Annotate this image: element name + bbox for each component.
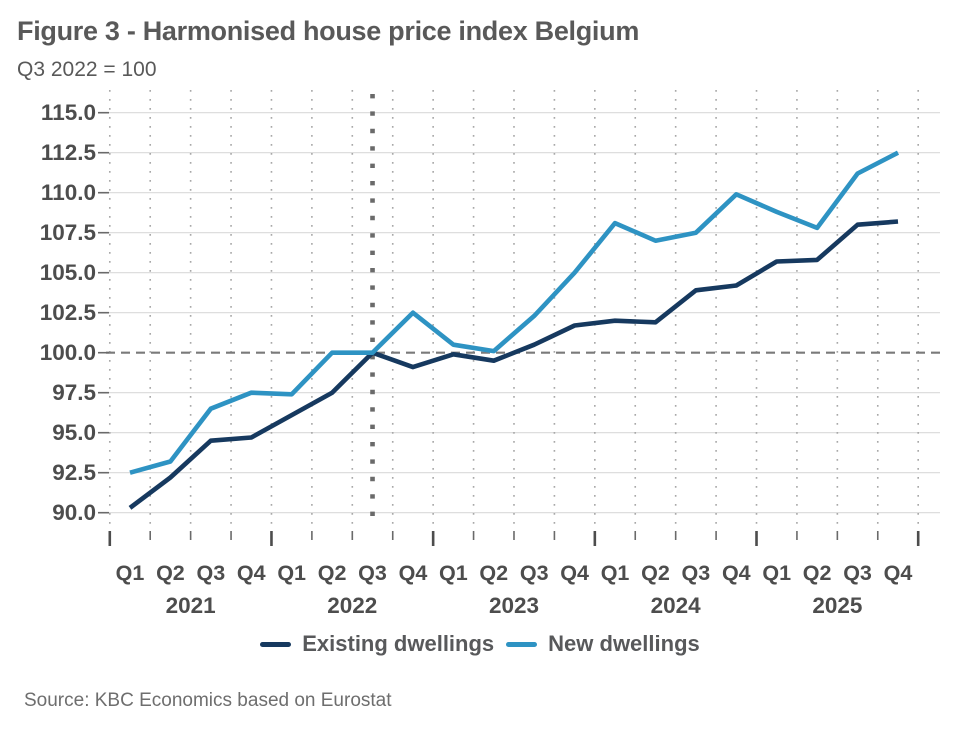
x-tick-label-quarter: Q3 [682, 561, 711, 585]
y-axis-tick-label: 110.0 [41, 180, 96, 205]
x-tick-label-quarter: Q4 [399, 561, 428, 585]
y-axis-tick-label: 115.0 [41, 100, 96, 125]
x-tick-label-quarter: Q4 [884, 561, 913, 585]
y-axis-tick-label: 97.5 [52, 380, 96, 405]
y-axis-tick-label: 92.5 [52, 460, 96, 485]
x-tick-label-quarter: Q4 [722, 561, 751, 585]
x-tick-label-year: 2023 [489, 593, 539, 618]
x-tick-label-quarter: Q4 [237, 561, 266, 585]
y-axis-tick-label: 90.0 [52, 500, 96, 525]
x-tick-label-quarter: Q3 [520, 561, 549, 585]
y-axis-tick-label: 107.5 [40, 220, 96, 245]
figure-title: Figure 3 - Harmonised house price index … [17, 16, 640, 46]
x-tick-label-quarter: Q2 [803, 561, 832, 585]
x-tick-label-quarter: Q2 [156, 561, 185, 585]
x-tick-label-quarter: Q3 [196, 561, 225, 585]
x-tick-label-quarter: Q3 [843, 561, 872, 585]
x-tick-label-quarter: Q1 [116, 561, 145, 585]
legend-item-new-dwellings: New dwellings [506, 631, 700, 657]
series-line-new-dwellings [129, 150, 900, 475]
x-tick-label-year: 2022 [327, 593, 377, 618]
legend-label-existing-dwellings: Existing dwellings [302, 631, 495, 656]
series-line-existing-dwellings [128, 219, 899, 510]
x-tick-label-quarter: Q2 [318, 561, 347, 585]
y-axis-tick-label: 102.5 [40, 300, 96, 325]
figure-subtitle: Q3 2022 = 100 [17, 58, 157, 81]
legend-swatch-existing-dwellings [260, 641, 292, 647]
x-tick-label-quarter: Q2 [479, 561, 508, 585]
x-tick-label-quarter: Q1 [439, 561, 468, 585]
y-axis-tick-label: 112.5 [41, 140, 96, 165]
x-tick-label-quarter: Q1 [762, 561, 791, 585]
y-axis-tick-label: 100.0 [40, 340, 96, 365]
y-axis-tick-label: 105.0 [40, 260, 96, 285]
x-tick-label-quarter: Q4 [560, 561, 589, 585]
chart-canvas: 90.0 92.5 95.0 97.5 100.0 102.5 105.0 107.5 110.… [40, 90, 940, 618]
source-note: Source: KBC Economics based on Eurostat [24, 690, 392, 711]
legend-label-new-dwellings: New dwellings [548, 631, 700, 656]
legend-swatch-new-dwellings [506, 641, 538, 647]
x-tick-label-quarter: Q3 [358, 561, 387, 585]
x-tick-label-year: 2024 [651, 593, 702, 618]
x-tick-label-quarter: Q2 [641, 561, 670, 585]
chart-legend: Existing dwellings New dwellings [0, 631, 960, 657]
x-tick-label-quarter: Q1 [601, 561, 630, 585]
x-tick-label-year: 2021 [166, 593, 216, 618]
x-tick-label-quarter: Q1 [277, 561, 306, 585]
y-axis-tick-label: 95.0 [52, 420, 96, 445]
x-tick-label-year: 2025 [812, 593, 862, 618]
legend-item-existing-dwellings: Existing dwellings [260, 631, 494, 657]
